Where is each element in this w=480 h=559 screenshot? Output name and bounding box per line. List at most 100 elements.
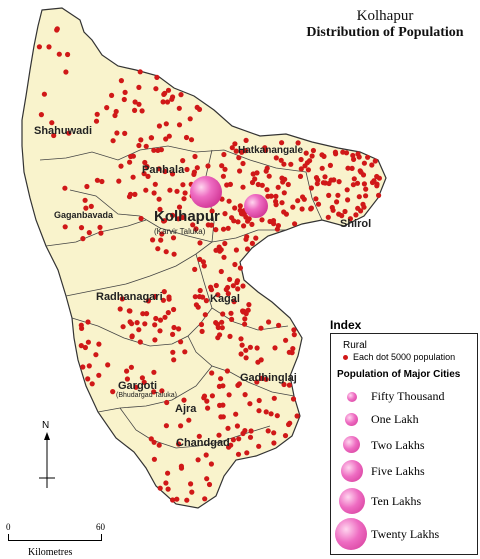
population-dot xyxy=(203,312,208,317)
population-dot xyxy=(209,370,214,375)
population-dot xyxy=(259,217,264,222)
population-dot xyxy=(218,376,223,381)
population-dot xyxy=(362,161,367,166)
population-dot xyxy=(314,175,319,180)
population-dot xyxy=(85,376,90,381)
population-dot xyxy=(87,230,92,235)
population-dot xyxy=(239,211,244,216)
population-dot xyxy=(39,112,44,117)
bubble-icon xyxy=(345,413,358,426)
population-dot xyxy=(225,426,230,431)
population-dot xyxy=(152,337,157,342)
population-dot xyxy=(299,157,304,162)
label-gargoti: Gargoti xyxy=(118,380,157,392)
population-dot xyxy=(221,227,226,232)
population-dot xyxy=(222,211,227,216)
population-dot xyxy=(83,198,88,203)
population-dot xyxy=(143,188,148,193)
population-dot xyxy=(309,185,314,190)
population-dot xyxy=(118,164,123,169)
legend-size-label: Ten Lakhs xyxy=(371,494,421,509)
population-dot xyxy=(153,182,158,187)
population-dot xyxy=(170,350,175,355)
legend-size-label: One Lakh xyxy=(371,412,419,427)
population-dot xyxy=(184,498,189,503)
population-dot xyxy=(235,423,240,428)
population-dot xyxy=(272,396,277,401)
population-dot xyxy=(98,231,103,236)
population-dot xyxy=(197,240,202,245)
legend-dot-row: Each dot 5000 population xyxy=(343,352,455,362)
population-dot xyxy=(242,316,247,321)
population-dot xyxy=(63,69,68,74)
population-dot xyxy=(164,249,169,254)
population-dot xyxy=(174,497,179,502)
north-arrow-icon xyxy=(38,420,58,490)
population-dot xyxy=(244,355,249,360)
population-dot xyxy=(130,333,135,338)
population-dot xyxy=(138,339,143,344)
population-dot xyxy=(240,343,245,348)
population-dot xyxy=(256,444,261,449)
population-dot xyxy=(267,174,272,179)
population-dot xyxy=(248,435,253,440)
scale-start: 0 xyxy=(6,522,11,532)
population-dot xyxy=(243,348,248,353)
population-dot xyxy=(374,183,379,188)
label-kolhapur: Kolhapur xyxy=(154,208,220,225)
population-dot xyxy=(229,215,234,220)
population-dot xyxy=(153,86,158,91)
population-dot xyxy=(240,161,245,166)
population-dot xyxy=(316,202,321,207)
population-dot xyxy=(276,323,281,328)
population-dot xyxy=(256,408,261,413)
population-dot xyxy=(326,215,331,220)
population-dot xyxy=(96,342,101,347)
population-dot xyxy=(241,223,246,228)
population-dot xyxy=(217,403,222,408)
population-dot xyxy=(180,182,185,187)
population-dot xyxy=(243,237,248,242)
population-dot xyxy=(265,166,270,171)
population-dot xyxy=(376,193,381,198)
population-dot xyxy=(196,457,201,462)
population-dot xyxy=(271,440,276,445)
population-dot xyxy=(272,345,277,350)
red-dot-icon xyxy=(343,355,348,360)
population-dot xyxy=(155,246,160,251)
population-dot xyxy=(195,165,200,170)
legend-rural-label: Rural xyxy=(343,340,367,351)
population-dot xyxy=(369,162,374,167)
population-dot xyxy=(334,199,339,204)
north-arrow: N xyxy=(38,420,58,490)
population-dot xyxy=(361,205,366,210)
population-dot xyxy=(89,204,94,209)
population-dot xyxy=(246,302,251,307)
population-dot xyxy=(235,219,240,224)
population-dot xyxy=(42,92,47,97)
population-dot xyxy=(249,428,254,433)
population-dot xyxy=(176,326,181,331)
population-dot xyxy=(124,369,129,374)
population-dot xyxy=(357,154,362,159)
population-dot xyxy=(183,190,188,195)
population-dot xyxy=(95,112,100,117)
population-dot xyxy=(345,166,350,171)
population-dot xyxy=(133,99,138,104)
label-ajra: Ajra xyxy=(175,403,196,415)
population-dot xyxy=(155,148,160,153)
population-dot xyxy=(306,167,311,172)
population-dot xyxy=(178,339,183,344)
population-dot xyxy=(279,158,284,163)
population-dot xyxy=(298,174,303,179)
population-dot xyxy=(320,166,325,171)
population-dot xyxy=(202,496,207,501)
population-dot xyxy=(311,148,316,153)
population-dot xyxy=(250,180,255,185)
population-dot xyxy=(295,413,300,418)
population-dot xyxy=(302,163,307,168)
population-dot xyxy=(188,116,193,121)
population-dot xyxy=(157,123,162,128)
population-dot xyxy=(221,255,226,260)
population-dot xyxy=(235,278,240,283)
